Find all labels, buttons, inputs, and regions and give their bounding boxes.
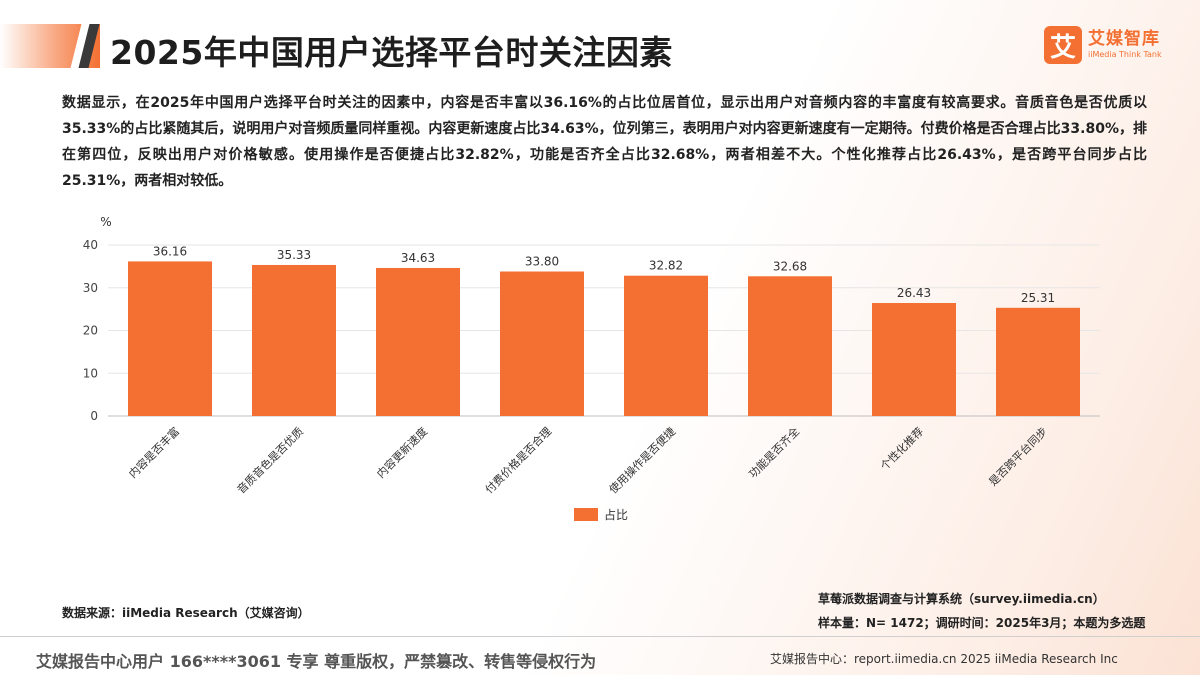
data-label: 26.43 (897, 286, 931, 300)
x-tick-label: 使用操作是否便捷 (606, 424, 678, 496)
data-label: 34.63 (401, 251, 435, 265)
x-tick-label: 个性化推荐 (877, 424, 926, 473)
copyright-notice: 艾媒报告中心用户 166****3061 专享 尊重版权，严禁篡改、转售等侵权行… (36, 652, 597, 671)
x-tick-label: 是否跨平台同步 (986, 424, 1050, 488)
y-tick-label: 20 (83, 324, 98, 338)
y-tick-label: 10 (83, 366, 98, 380)
description-paragraph: 数据显示，在2025年中国用户选择平台时关注的因素中，内容是否丰富以36.16%… (62, 95, 1147, 189)
data-label: 33.80 (525, 255, 559, 269)
logo-name: 艾媒智库 (1088, 29, 1160, 49)
bar (252, 264, 336, 416)
bar (748, 276, 832, 416)
legend-label: 占比 (604, 507, 628, 522)
x-tick-label: 功能是否齐全 (746, 424, 803, 481)
logo-mark-icon: 艾 (1044, 26, 1082, 64)
bar (376, 267, 460, 416)
data-label: 32.82 (649, 259, 683, 273)
legend-swatch (574, 508, 598, 521)
data-label: 36.16 (153, 244, 187, 258)
sample-note: 样本量：N= 1472；调研时间：2025年3月；本题为多选题 (818, 616, 1146, 630)
y-axis-unit-label: % (100, 215, 111, 229)
x-tick-label: 内容是否丰富 (126, 424, 183, 481)
bar (624, 275, 708, 416)
footer-divider (0, 636, 1200, 637)
x-tick-label: 音质音色是否优质 (234, 424, 306, 496)
y-tick-label: 0 (90, 409, 98, 423)
x-tick-label: 内容更新速度 (374, 424, 431, 481)
bar (500, 271, 584, 416)
bar (996, 307, 1080, 416)
bar (128, 261, 212, 416)
chart-legend: 占比 (574, 507, 628, 522)
iimedia-logo: 艾 艾媒智库 iiMedia Think Tank (1044, 26, 1162, 64)
y-tick-label: 40 (83, 238, 98, 252)
bar (872, 303, 956, 416)
data-source: 数据来源：iiMedia Research（艾媒咨询） (62, 606, 310, 620)
x-tick-label: 付费价格是否合理 (482, 424, 554, 496)
report-site: 艾媒报告中心：report.iimedia.cn 2025 iiMedia Re… (770, 652, 1118, 666)
data-label: 32.68 (773, 259, 807, 273)
logo-subtitle: iiMedia Think Tank (1088, 50, 1162, 59)
data-label: 35.33 (277, 248, 311, 262)
survey-system-note: 草莓派数据调查与计算系统（survey.iimedia.cn） (818, 592, 1105, 606)
y-tick-label: 30 (83, 281, 98, 295)
data-label: 25.31 (1021, 291, 1055, 305)
page-title: 2025年中国用户选择平台时关注因素 (110, 33, 673, 72)
